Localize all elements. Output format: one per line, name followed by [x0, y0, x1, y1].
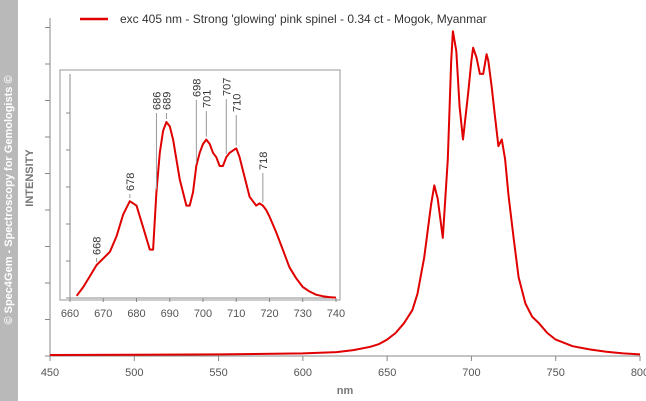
x-tick-label: 550	[209, 367, 227, 379]
x-tick-label: 500	[125, 367, 143, 379]
inset-x-tick-label: 720	[260, 308, 278, 320]
peak-label-686: 686	[151, 92, 163, 110]
peak-label-678: 678	[125, 173, 137, 191]
inset-x-ticks: 660 670 680 690 700 710 720 730 740	[61, 298, 345, 320]
inset-x-tick-label: 660	[61, 308, 79, 320]
x-axis-label: nm	[337, 385, 354, 397]
legend: exc 405 nm - Strong 'glowing' pink spine…	[80, 12, 487, 26]
x-tick-label: 600	[294, 367, 312, 379]
x-tick-label: 800	[631, 367, 646, 379]
inset-x-tick-label: 690	[161, 308, 179, 320]
peak-label-698: 698	[191, 79, 203, 97]
x-tick-label: 750	[547, 367, 565, 379]
main-x-ticks: 450 500 550 600 650 700 750 800	[41, 356, 646, 379]
inset-x-tick-label: 710	[227, 308, 245, 320]
copyright-sidebar: © Spec4Gem - Spectroscopy for Gemologist…	[0, 0, 18, 401]
peak-label-668: 668	[92, 237, 104, 255]
inset-x-tick-label: 680	[127, 308, 145, 320]
peak-label-707: 707	[221, 78, 233, 96]
main-axes	[45, 18, 640, 357]
inset-x-tick-label: 700	[194, 308, 212, 320]
x-tick-label: 450	[41, 367, 59, 379]
peak-label-718: 718	[258, 152, 270, 170]
peak-label-701: 701	[201, 90, 213, 108]
peak-label-710: 710	[231, 94, 243, 112]
inset-x-tick-label: 670	[94, 308, 112, 320]
spectrum-line	[49, 30, 641, 356]
legend-label: exc 405 nm - Strong 'glowing' pink spine…	[120, 12, 487, 26]
inset-spectrum-line	[75, 121, 337, 299]
peak-label-689: 689	[161, 92, 173, 110]
inset-x-tick-label: 730	[294, 308, 312, 320]
main-plot-area	[49, 30, 641, 356]
inset-frame	[59, 69, 341, 301]
x-tick-label: 650	[378, 367, 396, 379]
x-tick-label: 700	[462, 367, 480, 379]
y-axis-label: INTENSITY	[24, 149, 36, 207]
inset-x-tick-label: 740	[327, 308, 345, 320]
inset-plot-area	[75, 121, 337, 299]
